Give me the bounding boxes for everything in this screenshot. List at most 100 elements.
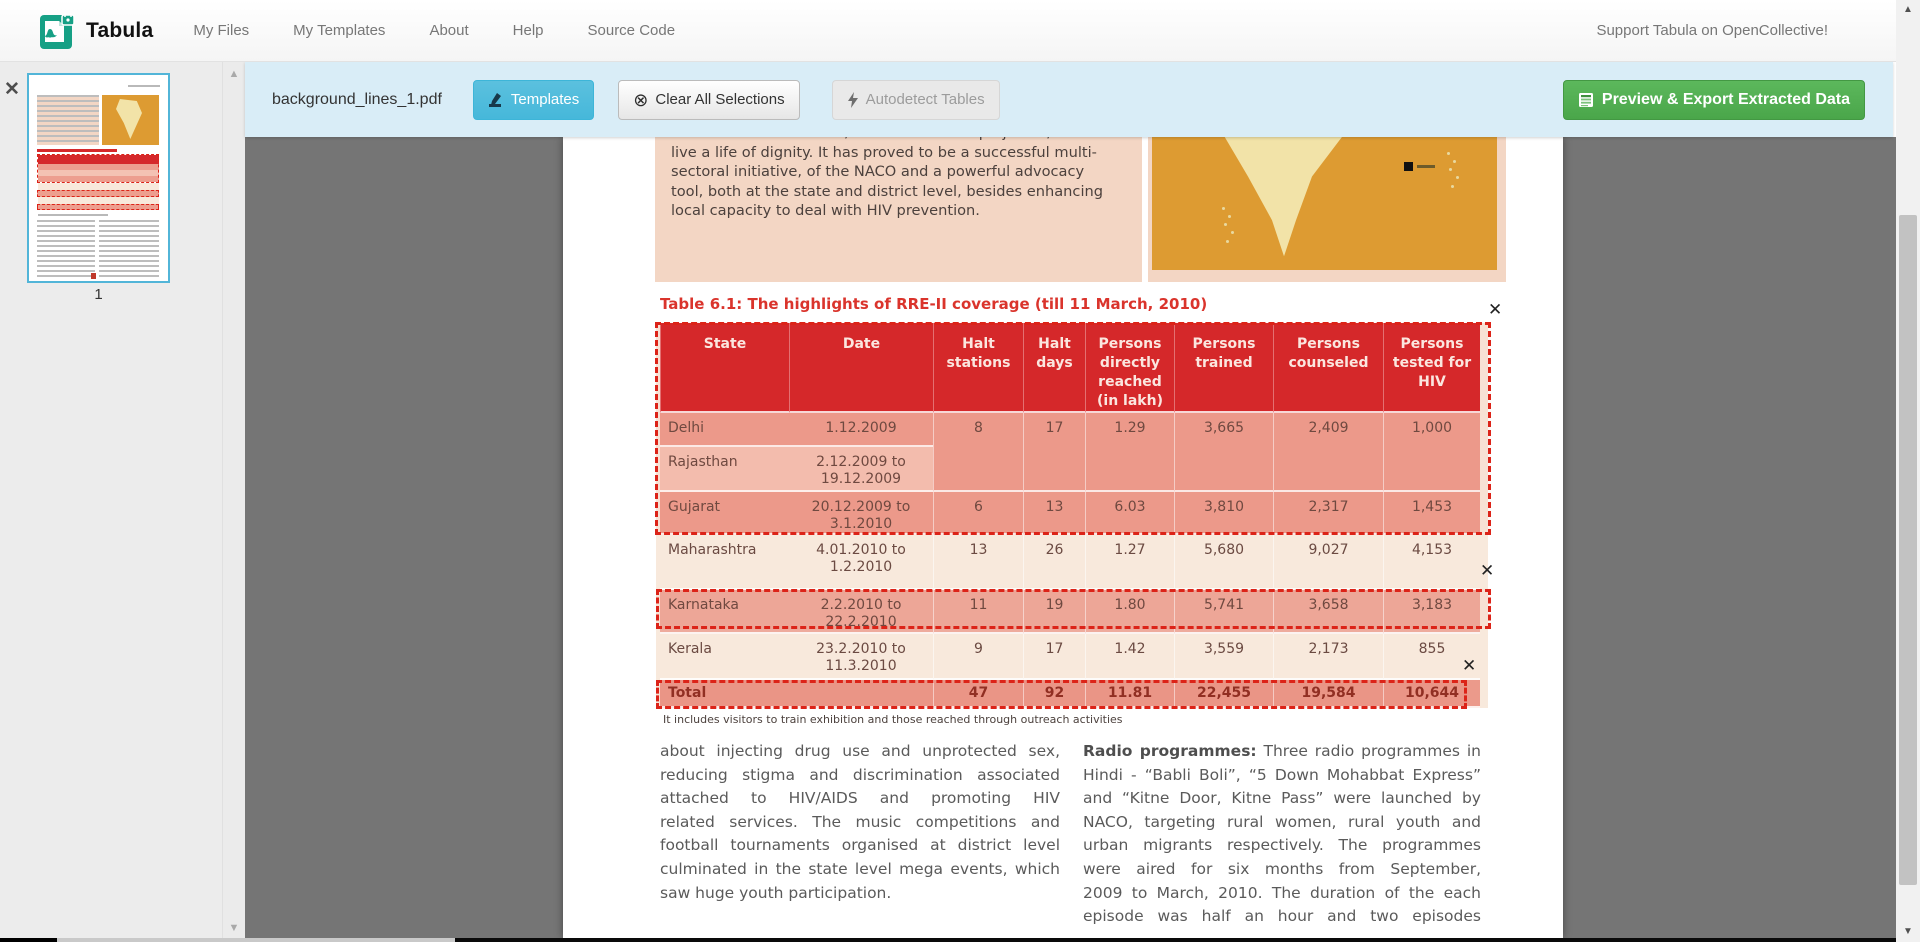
selection-2-delete-icon[interactable]: ✕	[1480, 561, 1495, 581]
thumb-page-marker	[91, 273, 96, 279]
navbar: Tabula My Files My Templates About Help …	[0, 0, 1920, 62]
circle-x-icon: ⊗	[633, 89, 649, 110]
table-cell: Rajasthan	[660, 447, 789, 492]
nav-menu: My Files My Templates About Help Source …	[193, 22, 675, 39]
selection-3-delete-icon[interactable]: ✕	[1462, 656, 1477, 676]
selection-1-delete-icon[interactable]: ✕	[1488, 300, 1503, 320]
table-cell: 1.27	[1085, 535, 1174, 590]
sidebar-scrollbar[interactable]: ▲ ▼	[222, 62, 245, 942]
sidebar-scroll-down-icon[interactable]: ▼	[228, 922, 240, 934]
thumb-intro-block	[37, 95, 99, 145]
sidebar-scroll-up-icon[interactable]: ▲	[228, 68, 240, 80]
col-header-persons-reached: Persons directly reached (in lakh)	[1085, 323, 1174, 413]
pdf-text-line: related services. The music competitions…	[660, 812, 1060, 831]
main-scrollbar[interactable]: ▲ ▼	[1896, 0, 1920, 942]
pdf-page-canvas[interactable]: can access the services, without fear an…	[563, 137, 1563, 938]
thumb-text-col-right	[99, 220, 159, 277]
table-cell: Delhi	[660, 413, 789, 447]
table-cell: 1.12.2009	[789, 413, 933, 447]
pdf-text-line: 2009 to March, 2010. The duration of the…	[1083, 883, 1481, 902]
table-cell: 3,810	[1174, 492, 1273, 535]
bottom-edge-left	[0, 938, 57, 942]
pdf-text-line: and “Kitne Door, Kitne Pass” were launch…	[1083, 789, 1481, 808]
data-table: State Date Halt stations Halt days Perso…	[656, 323, 1488, 708]
table-cell: 92	[1023, 680, 1085, 708]
scroll-down-icon[interactable]: ▼	[1903, 926, 1913, 937]
pdf-text-line: tool, both at the state and district lev…	[671, 182, 1104, 200]
scrollbar-thumb[interactable]	[1899, 215, 1917, 885]
table-cell: 13	[933, 535, 1023, 590]
autodetect-tables-button-disabled[interactable]: Autodetect Tables	[831, 79, 1000, 120]
table-cell: 17	[1023, 634, 1085, 680]
table-cell: 1,000	[1383, 413, 1480, 492]
lightning-bolt-icon	[847, 91, 859, 108]
table-cell: 2,409	[1273, 413, 1383, 492]
map-legend-label	[1417, 165, 1435, 168]
brand-title: Tabula	[86, 18, 154, 42]
thumb-text-col-left	[37, 220, 95, 277]
table-cell: 1.42	[1085, 634, 1174, 680]
table-cell: 3,559	[1174, 634, 1273, 680]
nav-item-my-files[interactable]: My Files	[193, 22, 250, 39]
pdf-text-line: live a life of dignity. It has proved to…	[671, 143, 1097, 161]
bottom-edge-right	[455, 938, 1896, 942]
table-list-icon	[1578, 92, 1595, 108]
table-cell: 4.01.2010 to 1.2.2010	[789, 535, 933, 590]
nav-item-about[interactable]: About	[429, 22, 469, 39]
preview-export-button[interactable]: Preview & Export Extracted Data	[1562, 79, 1865, 120]
pdf-left-column: about injecting drug use and unprotected…	[660, 740, 1060, 905]
nav-item-source-code[interactable]: Source Code	[587, 22, 676, 39]
selection-box-3[interactable]	[656, 680, 1467, 709]
pdf-text-line: local capacity to deal with HIV preventi…	[671, 202, 980, 220]
table-cell: 26	[1023, 535, 1085, 590]
table-cell: 23.2.2010 to 11.3.2010	[789, 634, 933, 680]
pdf-text-line: about injecting drug use and unprotected…	[660, 742, 1060, 760]
pdf-viewer-background: can access the services, without fear an…	[245, 137, 1896, 938]
col-header-persons-tested: Persons tested for HIV	[1383, 323, 1480, 413]
col-header-date: Date	[789, 323, 933, 413]
templates-button[interactable]: Templates	[472, 79, 595, 120]
nav-item-help[interactable]: Help	[512, 22, 544, 39]
col-header-halt-days: Halt days	[1023, 323, 1085, 413]
thumb-header-line	[128, 85, 160, 87]
templates-button-label: Templates	[510, 91, 580, 108]
pdf-text-line: attached to HIV/AIDS and promoting HIV	[660, 789, 1060, 808]
table-cell: 855	[1383, 634, 1480, 680]
table-cell: 2.12.2009 to 19.12.2009	[789, 447, 933, 492]
islands-dots	[1447, 152, 1450, 155]
thumb-selection-1	[37, 154, 159, 183]
table-cell: 4,153	[1383, 535, 1480, 590]
page-thumbnail[interactable]	[27, 73, 170, 283]
tabula-logo-icon[interactable]	[40, 10, 76, 49]
page-thumbnail-sidebar: ✕ 1 ▲ ▼	[0, 62, 245, 942]
pdf-text-line: were aired for six months from September…	[1083, 859, 1481, 878]
selection-box-2[interactable]	[656, 589, 1491, 629]
pdf-text-line: NACO, targeting rural women, rural youth…	[1083, 812, 1481, 831]
pdf-text-line: saw huge youth participation.	[660, 883, 892, 902]
col-header-persons-counseled: Persons counseled	[1273, 323, 1383, 413]
table-cell: Maharashtra	[660, 535, 789, 590]
india-landmass-shape	[1200, 137, 1348, 257]
col-header-state: State	[660, 323, 789, 413]
pdf-right-column: Radio programmes: Three radio programmes…	[1083, 740, 1481, 929]
table-cell: Gujarat	[660, 492, 789, 535]
table-footnote: It includes visitors to train exhibition…	[663, 713, 1123, 726]
autodetect-button-label: Autodetect Tables	[865, 91, 985, 108]
clear-button-label: Clear All Selections	[655, 91, 785, 108]
table-cell: 2,173	[1273, 634, 1383, 680]
table-cell: 19,584	[1273, 680, 1383, 708]
table-cell: 5,680	[1174, 535, 1273, 590]
nav-item-my-templates[interactable]: My Templates	[293, 22, 386, 39]
clear-all-selections-button[interactable]: ⊗ Clear All Selections	[618, 79, 800, 120]
thumb-selection-2	[37, 190, 159, 197]
table-cell: Kerala	[660, 634, 789, 680]
pdf-text-line: reducing stigma and discrimination assoc…	[660, 765, 1060, 784]
scroll-up-icon[interactable]: ▲	[1903, 4, 1913, 15]
selection-box-1[interactable]	[655, 322, 1491, 535]
thumb-selection-3	[37, 204, 159, 210]
india-map	[1152, 137, 1497, 270]
template-icon	[488, 92, 504, 108]
export-button-label: Preview & Export Extracted Data	[1601, 90, 1850, 108]
remove-page-icon[interactable]: ✕	[4, 79, 20, 100]
support-link[interactable]: Support Tabula on OpenCollective!	[1596, 22, 1828, 39]
